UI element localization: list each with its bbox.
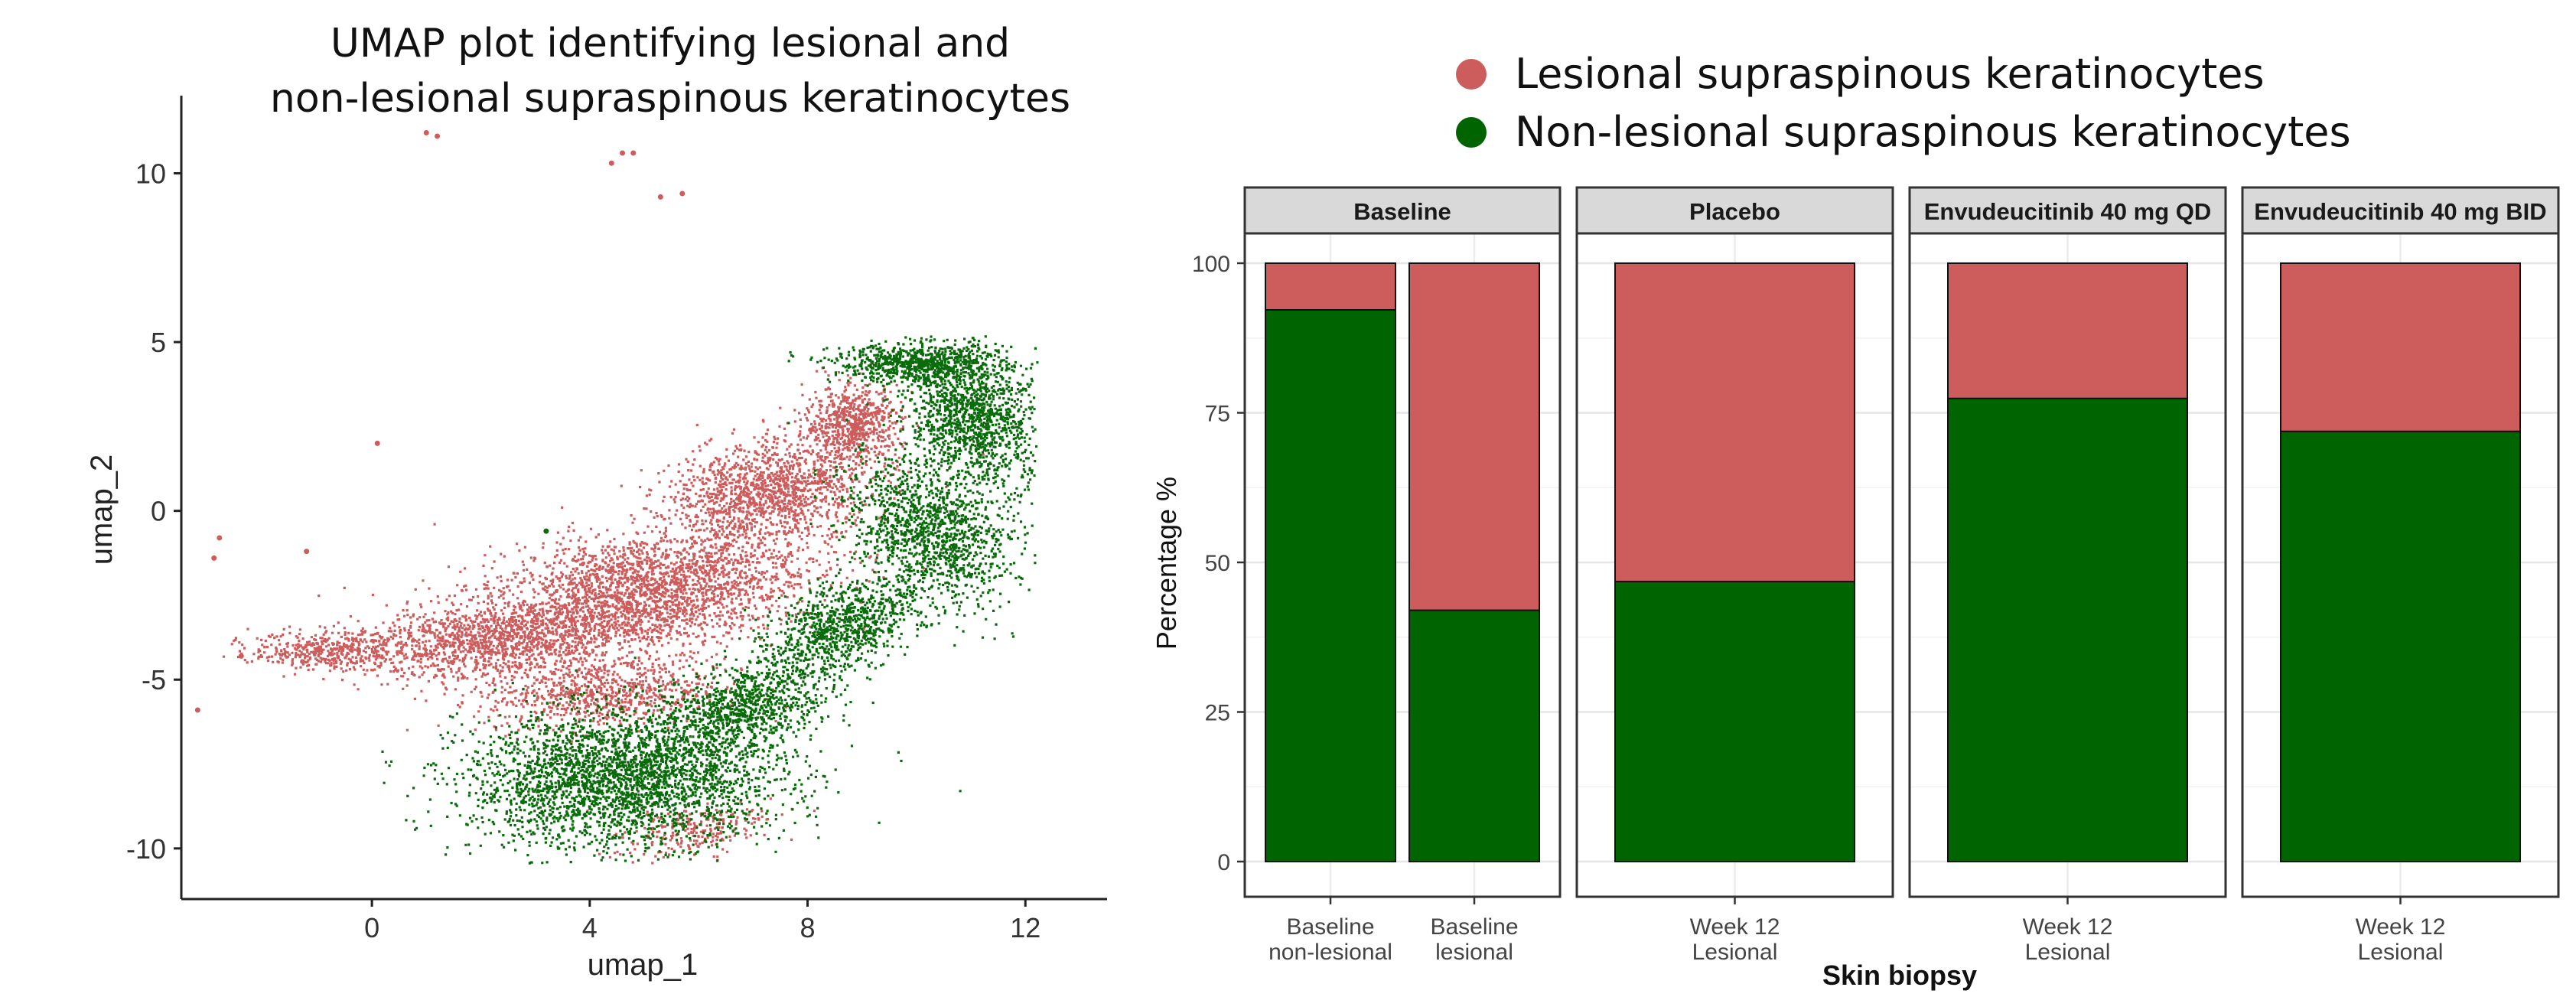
bar-segment-lesional bbox=[2280, 262, 2521, 432]
bar-x-tick-label: Baseline bbox=[1286, 914, 1374, 940]
bar-segment-non-lesional bbox=[2280, 430, 2521, 862]
umap-point bbox=[423, 130, 429, 136]
umap-x-ticks: 0 4 8 12 bbox=[364, 899, 1040, 943]
umap-series-lesional bbox=[194, 130, 985, 865]
umap-point bbox=[543, 528, 549, 534]
bar-segment-non-lesional bbox=[1947, 397, 2188, 862]
bar-y-tick-label: 25 bbox=[1205, 701, 1230, 726]
bar-x-tick-label: lesional bbox=[1435, 940, 1513, 965]
facet-strip bbox=[2241, 186, 2560, 235]
umap-title-line-1: UMAP plot identifying lesional and bbox=[331, 21, 1010, 67]
facet-strip-label: Placebo bbox=[1689, 198, 1780, 225]
umap-y-axis-label: umap_2 bbox=[85, 455, 119, 565]
bar-x-tick-label: Lesional bbox=[1692, 940, 1778, 965]
bar-segment-non-lesional bbox=[1408, 609, 1540, 862]
umap-point bbox=[217, 535, 223, 541]
umap-x-tick-label: 8 bbox=[800, 912, 816, 943]
umap-y-tick-label: 5 bbox=[151, 327, 166, 358]
umap-point bbox=[238, 653, 244, 659]
umap-point bbox=[194, 707, 200, 713]
umap-x-axis-label: umap_1 bbox=[588, 948, 699, 982]
umap-title-line-2: non-lesional supraspinous keratinocytes bbox=[270, 76, 1070, 122]
umap-point bbox=[608, 160, 614, 166]
legend-label-lesional: Lesional supraspinous keratinocytes bbox=[1515, 50, 2265, 98]
bar-y-tick-label: 75 bbox=[1205, 402, 1230, 427]
legend: Lesional supraspinous keratinocytes Non-… bbox=[1456, 50, 2351, 156]
bar-y-tick-label: 0 bbox=[1217, 850, 1230, 875]
bar-panels: Baselinenon-lesionalBaselinelesionalBase… bbox=[1243, 186, 2560, 965]
umap-x-tick-label: 0 bbox=[364, 912, 379, 943]
umap-y-tick-label: 0 bbox=[151, 496, 166, 527]
bar-segment-lesional bbox=[1614, 262, 1855, 583]
bar-segment-lesional bbox=[1265, 262, 1396, 311]
umap-y-tick-label: -10 bbox=[126, 833, 166, 865]
umap-point bbox=[620, 150, 626, 156]
legend-label-non-lesional: Non-lesional supraspinous keratinocytes bbox=[1515, 108, 2351, 156]
bar-x-tick-label: Lesional bbox=[2358, 940, 2444, 965]
bar-chart: Lesional supraspinous keratinocytes Non-… bbox=[1151, 50, 2560, 991]
facet-strip-label: Envudeucitinib 40 mg QD bbox=[1924, 198, 2212, 225]
umap-point bbox=[211, 555, 217, 561]
facet-panel: Baselinenon-lesionalBaselinelesionalBase… bbox=[1243, 186, 1562, 965]
bar-x-tick-label: Baseline bbox=[1430, 914, 1518, 940]
bar-segment-non-lesional bbox=[1265, 308, 1396, 863]
umap-point bbox=[435, 133, 441, 139]
bar-x-tick-label: Week 12 bbox=[2023, 914, 2113, 940]
facet-strip-label: Baseline bbox=[1353, 198, 1451, 225]
bar-x-tick-label: non-lesional bbox=[1268, 940, 1392, 965]
facet-strip bbox=[1908, 186, 2227, 235]
bar-y-tick-label: 100 bbox=[1192, 252, 1230, 277]
umap-point-cloud bbox=[381, 335, 1039, 865]
bar-x-tick-label: Week 12 bbox=[2356, 914, 2446, 940]
umap-chart: UMAP plot identifying lesional and non-l… bbox=[85, 21, 1107, 982]
umap-point bbox=[657, 194, 663, 200]
umap-y-ticks: 10 5 0 -5 -10 bbox=[126, 158, 181, 865]
facet-strip bbox=[1243, 186, 1562, 235]
bar-y-tick-label: 50 bbox=[1205, 551, 1230, 576]
umap-y-tick-label: -5 bbox=[142, 664, 166, 696]
bar-x-tick-label: Lesional bbox=[2025, 940, 2111, 965]
umap-point bbox=[630, 150, 637, 156]
bar-y-ticks: 0 25 50 75 100 bbox=[1192, 252, 1245, 875]
legend-swatch-non-lesional bbox=[1456, 117, 1487, 148]
bar-segment-lesional bbox=[1408, 262, 1540, 611]
facet-strip-label: Envudeucitinib 40 mg BID bbox=[2254, 198, 2546, 225]
bar-y-axis-label: Percentage % bbox=[1151, 477, 1182, 650]
bar-segment-lesional bbox=[1947, 262, 2188, 399]
bar-x-tick-label: Week 12 bbox=[1690, 914, 1780, 940]
umap-point bbox=[374, 440, 380, 446]
umap-points bbox=[194, 130, 1039, 865]
umap-x-tick-label: 4 bbox=[582, 912, 598, 943]
legend-swatch-lesional bbox=[1456, 59, 1487, 90]
facet-strip bbox=[1575, 186, 1894, 235]
umap-series-non-lesional bbox=[381, 335, 1039, 865]
umap-point bbox=[679, 191, 686, 197]
bar-segment-non-lesional bbox=[1614, 581, 1855, 862]
umap-x-tick-label: 12 bbox=[1010, 912, 1040, 943]
umap-y-tick-label: 10 bbox=[135, 158, 166, 189]
bar-x-axis-label: Skin biopsy bbox=[1822, 960, 1977, 991]
umap-point bbox=[304, 549, 310, 555]
umap-point-cloud bbox=[222, 367, 985, 865]
